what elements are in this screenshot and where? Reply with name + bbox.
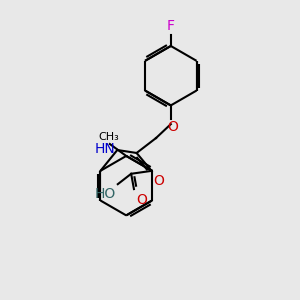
- Text: O: O: [153, 174, 164, 188]
- Text: CH₃: CH₃: [98, 132, 119, 142]
- Text: F: F: [167, 20, 175, 34]
- Text: O: O: [167, 120, 178, 134]
- Text: HO: HO: [95, 187, 116, 201]
- Text: HN: HN: [95, 142, 116, 155]
- Text: O: O: [136, 193, 147, 206]
